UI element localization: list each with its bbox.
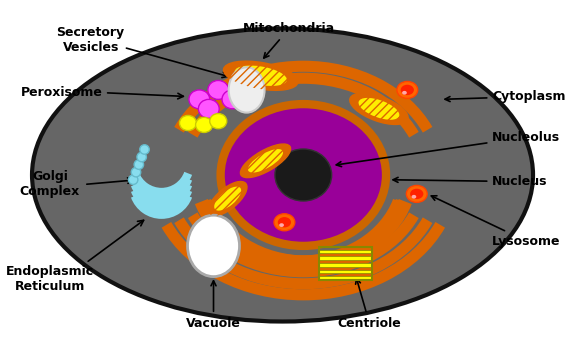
- Ellipse shape: [411, 195, 416, 199]
- Bar: [319, 270, 372, 273]
- Ellipse shape: [240, 144, 291, 177]
- Ellipse shape: [397, 82, 418, 98]
- Text: Golgi
Complex: Golgi Complex: [20, 170, 80, 198]
- Ellipse shape: [358, 98, 399, 120]
- Ellipse shape: [401, 85, 414, 95]
- Ellipse shape: [248, 149, 283, 173]
- Ellipse shape: [410, 189, 423, 199]
- Ellipse shape: [32, 28, 533, 322]
- Text: Centriole: Centriole: [338, 279, 401, 330]
- Ellipse shape: [196, 117, 213, 132]
- Ellipse shape: [234, 65, 287, 86]
- Ellipse shape: [278, 217, 291, 228]
- Bar: [319, 263, 372, 267]
- Text: Lysosome: Lysosome: [431, 196, 561, 248]
- Text: Secretory
Vesicles: Secretory Vesicles: [56, 26, 124, 54]
- Text: Endoplasmic
Reticulum: Endoplasmic Reticulum: [6, 265, 94, 293]
- Ellipse shape: [214, 187, 241, 211]
- Text: Vacuole: Vacuole: [186, 281, 241, 330]
- Bar: [319, 276, 372, 280]
- Ellipse shape: [223, 61, 298, 90]
- Ellipse shape: [210, 113, 227, 129]
- Ellipse shape: [208, 80, 229, 99]
- Bar: [319, 256, 372, 260]
- Ellipse shape: [188, 215, 240, 276]
- Ellipse shape: [140, 145, 149, 154]
- Ellipse shape: [279, 223, 284, 227]
- Ellipse shape: [134, 160, 143, 169]
- Ellipse shape: [189, 90, 210, 109]
- Ellipse shape: [180, 116, 196, 131]
- Ellipse shape: [274, 214, 295, 231]
- Text: Peroxisome: Peroxisome: [21, 86, 103, 99]
- Bar: [319, 247, 372, 280]
- Ellipse shape: [209, 182, 247, 216]
- Ellipse shape: [275, 149, 332, 201]
- Ellipse shape: [221, 104, 386, 246]
- Text: Nucleolus: Nucleolus: [336, 131, 560, 167]
- Ellipse shape: [131, 167, 141, 177]
- Ellipse shape: [229, 67, 264, 113]
- Ellipse shape: [350, 93, 408, 125]
- Ellipse shape: [406, 186, 427, 202]
- Ellipse shape: [222, 90, 243, 109]
- Bar: [319, 250, 372, 253]
- Text: Nucleus: Nucleus: [393, 175, 548, 188]
- Ellipse shape: [137, 152, 146, 162]
- Text: Cytoplasm: Cytoplasm: [445, 90, 566, 103]
- Ellipse shape: [402, 91, 407, 94]
- Text: Mitochondria: Mitochondria: [243, 22, 335, 58]
- Ellipse shape: [128, 175, 138, 184]
- Ellipse shape: [198, 99, 219, 118]
